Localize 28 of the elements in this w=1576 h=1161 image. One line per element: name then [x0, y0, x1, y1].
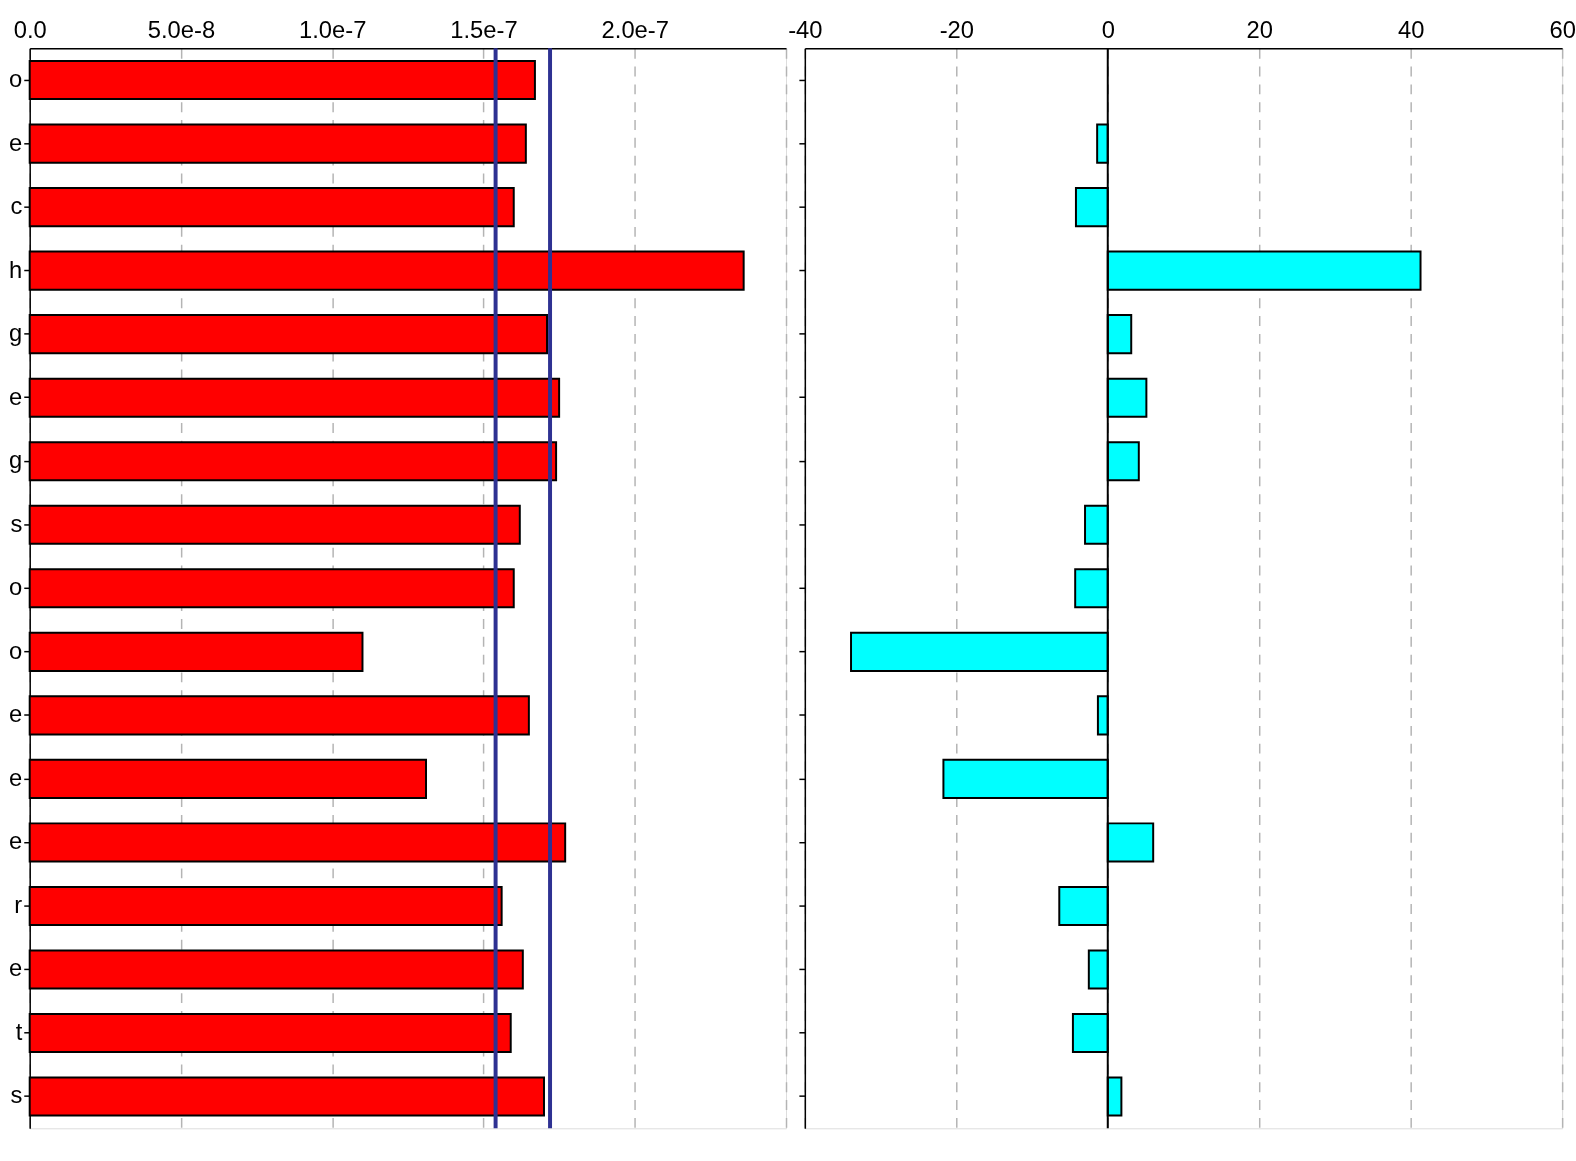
y-tick-label: e — [9, 700, 23, 728]
y-tick-label: e — [9, 763, 23, 791]
y-tick-label: o — [9, 573, 23, 601]
y-tick-label: h — [9, 255, 23, 283]
x-tick-label: 1.0e-7 — [299, 15, 367, 43]
x-tick-label: 40 — [1397, 15, 1425, 43]
y-tick-label: t — [15, 1017, 23, 1045]
x-tick-label: 0 — [1101, 15, 1115, 43]
y-tick-label: e — [9, 382, 23, 410]
x-tick-label: 60 — [1549, 15, 1576, 43]
x-tick-label: 0.0 — [13, 15, 47, 43]
x-tick-label: 2.0e-7 — [601, 15, 669, 43]
y-tick-label: e — [9, 128, 23, 156]
x-tick-label: -40 — [788, 15, 823, 43]
x-tick-label: 20 — [1246, 15, 1273, 43]
x-tick-label: -20 — [939, 15, 974, 43]
x-tick-label: 5.0e-8 — [147, 15, 216, 43]
y-tick-label: g — [9, 446, 23, 474]
y-tick-label: r — [14, 890, 23, 918]
y-tick-label: g — [9, 319, 23, 347]
x-tick-label: 1.5e-7 — [450, 15, 518, 43]
y-tick-label: o — [9, 636, 23, 664]
y-tick-label: e — [9, 827, 23, 855]
y-tick-label: s — [10, 509, 23, 537]
y-tick-label: c — [10, 192, 23, 220]
y-tick-label: s — [10, 1081, 23, 1109]
y-tick-label: e — [9, 954, 23, 982]
y-tick-label: o — [9, 64, 23, 92]
